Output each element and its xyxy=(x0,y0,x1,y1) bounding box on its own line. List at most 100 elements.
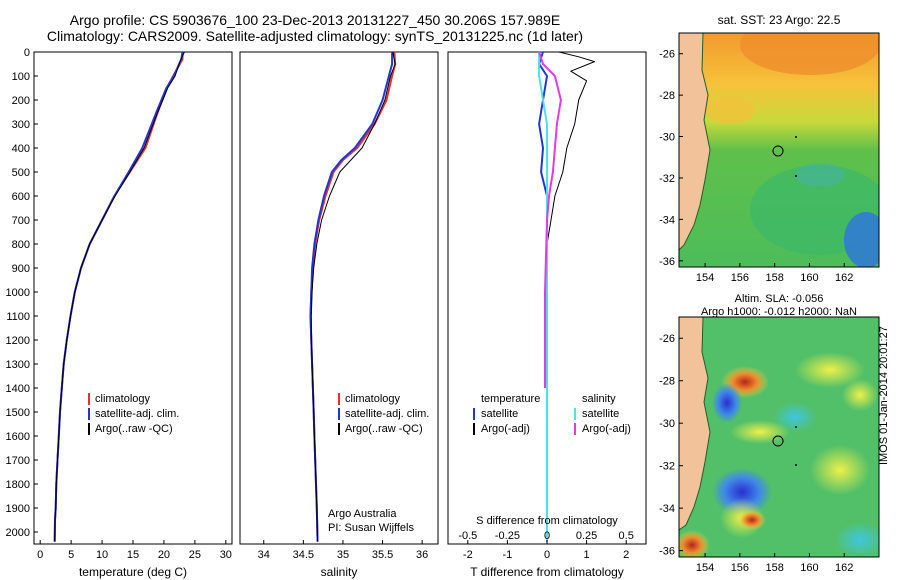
map-y-tick-label: -26 xyxy=(659,49,675,61)
y-tick-label: 200 xyxy=(12,95,30,107)
legend-label-s-satellite: satellite xyxy=(582,408,619,420)
salinity-xlabel: salinity xyxy=(321,565,358,579)
x-tick-label: 34.5 xyxy=(293,549,314,561)
map-x-tick-label: 162 xyxy=(835,562,853,574)
y-tick-label: 300 xyxy=(12,119,30,131)
s-tick-label: 0.25 xyxy=(576,530,597,542)
legend-label-argo: Argo(..raw -QC) xyxy=(95,423,173,435)
x-tick-label: 35.5 xyxy=(372,549,393,561)
map-x-tick-label: 154 xyxy=(696,272,714,284)
x-tick-label: -2 xyxy=(463,549,473,561)
sla-map-title: Altim. SLA: -0.056 xyxy=(735,293,824,305)
map-y-tick-label: -30 xyxy=(659,132,675,144)
sst-argo-marker xyxy=(772,145,784,157)
legend-label-climatology: climatology xyxy=(95,393,151,405)
sst-coastline xyxy=(679,33,711,251)
title-line-1: Argo profile: CS 5903676_100 23-Dec-2013… xyxy=(69,12,561,28)
difference-legend: temperature satellite Argo(-adj) salinit… xyxy=(473,393,631,435)
y-tick-label: 1100 xyxy=(6,311,30,323)
series-line-argo-raw-qc- xyxy=(54,51,185,542)
legend-label-t-satellite: satellite xyxy=(481,408,518,420)
series-line-argo-raw-qc- xyxy=(310,51,396,542)
s-tick-label: -0.25 xyxy=(495,530,520,542)
map-y-tick-label: -32 xyxy=(659,461,675,473)
y-tick-label: 900 xyxy=(12,263,30,275)
legend-label-satellite: satellite-adj. clim. xyxy=(95,408,179,420)
x-tick-label: -1 xyxy=(503,549,513,561)
sla-map-panel: Altim. SLA: -0.056 Argo h1000: -0.012 h2… xyxy=(659,293,880,574)
temperature-plot-frame xyxy=(33,51,233,545)
sst-map-title: sat. SST: 23 Argo: 22.5 xyxy=(718,13,841,27)
difference-panel: -2 -1 0 1 2 -0.5 -0.25 0 0.25 0.5 T difference f… xyxy=(447,51,647,579)
map-x-tick-label: 156 xyxy=(731,272,749,284)
map-x-tick-label: 156 xyxy=(731,562,749,574)
series-line-s-argo-adj- xyxy=(538,51,562,388)
x-tick-label: 2 xyxy=(623,549,629,561)
s-tick-label: -0.5 xyxy=(458,530,477,542)
y-tick-label: 600 xyxy=(12,191,30,203)
sla-field xyxy=(679,317,879,557)
y-tick-label: 1000 xyxy=(6,287,30,299)
salinity-plot-frame xyxy=(239,51,439,545)
x-tick-label: 36 xyxy=(416,549,428,561)
map-x-tick-label: 160 xyxy=(800,562,818,574)
x-tick-label: 15 xyxy=(127,549,139,561)
legend-heading-temperature: temperature xyxy=(481,393,540,405)
series-line-s-satellite xyxy=(538,52,548,542)
y-tick-label: 1800 xyxy=(6,479,30,491)
imos-timestamp-label: IMOS 01-Jan-2014 20:01:27 xyxy=(878,326,890,465)
temperature-xlabel: temperature (deg C) xyxy=(79,565,187,579)
x-tick-label: 0 xyxy=(544,549,550,561)
map-y-tick-label: -36 xyxy=(659,546,675,558)
salinity-panel: 34 34.5 35 35.5 36 salinity climatology sate… xyxy=(239,51,439,579)
title-line-2: Climatology: CARS2009. Satellite-adjuste… xyxy=(46,28,584,44)
y-tick-label: 1400 xyxy=(6,383,30,395)
x-tick-label: 5 xyxy=(68,549,74,561)
sla-argo-marker xyxy=(772,435,784,447)
legend-label-climatology: climatology xyxy=(345,393,401,405)
x-tick-label: 34 xyxy=(258,549,270,561)
x-tick-label: 25 xyxy=(189,549,201,561)
map-y-tick-label: -28 xyxy=(659,90,675,102)
y-tick-label: 1900 xyxy=(6,503,30,515)
sla-coastline xyxy=(679,317,711,531)
temperature-legend: climatology satellite-adj. clim. Argo(..… xyxy=(88,393,179,435)
difference-xlabel: T difference from climatology xyxy=(470,565,624,579)
x-tick-label: 35 xyxy=(337,549,349,561)
s-tick-label: 0.5 xyxy=(619,530,634,542)
legend-heading-salinity: salinity xyxy=(582,393,616,405)
y-tick-label: 0 xyxy=(24,47,30,59)
sla-land xyxy=(679,317,710,530)
y-tick-label: 1700 xyxy=(6,455,30,467)
map-x-tick-label: 158 xyxy=(765,272,783,284)
y-tick-label: 800 xyxy=(12,239,30,251)
sla-map-frame xyxy=(678,316,880,558)
series-line-t-argo-adj- xyxy=(546,51,595,542)
y-tick-label: 100 xyxy=(12,71,30,83)
map-x-tick-label: 158 xyxy=(765,562,783,574)
y-tick-label: 500 xyxy=(12,167,30,179)
sla-map-subtitle: Argo h1000: -0.012 h2000: NaN xyxy=(701,306,857,318)
x-tick-label: 20 xyxy=(158,549,170,561)
y-tick-label: 1300 xyxy=(6,359,30,371)
map-y-tick-label: -32 xyxy=(659,173,675,185)
y-tick-label: 400 xyxy=(12,143,30,155)
annotation-pi: PI: Susan Wijffels xyxy=(328,522,414,534)
x-tick-label: 30 xyxy=(220,549,232,561)
y-tick-label: 1200 xyxy=(6,335,30,347)
map-x-tick-label: 154 xyxy=(696,562,714,574)
map-y-tick-label: -30 xyxy=(659,418,675,430)
sst-map-panel: sat. SST: 23 Argo: 22.5 154 156 158 160 162 -… xyxy=(659,13,880,284)
map-y-tick-label: -36 xyxy=(659,256,675,268)
y-tick-label: 1500 xyxy=(6,407,30,419)
legend-label-satellite: satellite-adj. clim. xyxy=(345,408,429,420)
x-tick-label: 1 xyxy=(584,549,590,561)
annotation-argo-australia: Argo Australia xyxy=(328,508,397,520)
sst-land xyxy=(679,33,710,250)
legend-label-t-argo: Argo(-adj) xyxy=(481,423,530,435)
map-y-tick-label: -34 xyxy=(659,503,675,515)
difference-xlabel-top: S difference from climatology xyxy=(476,515,618,527)
s-tick-label: 0 xyxy=(544,530,550,542)
x-tick-label: 10 xyxy=(96,549,108,561)
legend-label-s-argo: Argo(-adj) xyxy=(582,423,631,435)
